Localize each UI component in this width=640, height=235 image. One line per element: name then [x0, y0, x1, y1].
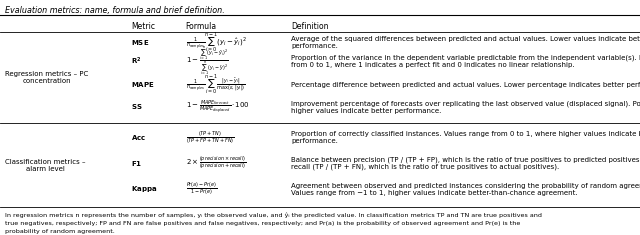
Text: $\frac{Pr(a)-Pr(e)}{1-Pr(e)}$: $\frac{Pr(a)-Pr(e)}{1-Pr(e)}$	[186, 181, 217, 197]
Text: Percentage difference between predicted and actual values. Lower percentage indi: Percentage difference between predicted …	[291, 82, 640, 88]
Text: $\frac{(TP+TN)}{(TP+FP+TN+FN)}$: $\frac{(TP+TN)}{(TP+FP+TN+FN)}$	[186, 129, 234, 145]
Text: $1-\frac{\sum_{i=1}^{n}(y_i-\hat{y}_i)^2}{\sum_{i=1}^{n}(y_i-\bar{y})^2}$: $1-\frac{\sum_{i=1}^{n}(y_i-\hat{y}_i)^2…	[186, 45, 228, 77]
Text: $\frac{1}{n_{samples}}\sum_{i=0}^{n-1}(y_i-\hat{y}_i)^2$: $\frac{1}{n_{samples}}\sum_{i=0}^{n-1}(y…	[186, 31, 246, 54]
Text: In regression metrics n represents the number of samples, yᵢ the observed value,: In regression metrics n represents the n…	[5, 213, 542, 218]
Text: probability of random agreement.: probability of random agreement.	[5, 229, 115, 234]
Text: Evaluation metrics: name, formula and brief definition.: Evaluation metrics: name, formula and br…	[5, 6, 225, 15]
Text: Balance between precision (TP / (TP + FP), which is the ratio of true positives : Balance between precision (TP / (TP + FP…	[291, 156, 640, 170]
Text: Metric: Metric	[131, 22, 155, 31]
Text: Proportion of the variance in the dependent variable predictable from the indepe: Proportion of the variance in the depend…	[291, 54, 640, 68]
Text: Classification metrics –
alarm level: Classification metrics – alarm level	[5, 159, 86, 172]
Text: $\frac{1}{n_{samples}}\sum_{i=0}^{n-1}\frac{|y_i-\hat{y}_i|}{\max(\varepsilon,|y: $\frac{1}{n_{samples}}\sum_{i=0}^{n-1}\f…	[186, 73, 245, 96]
Text: Definition: Definition	[291, 22, 329, 31]
Text: $\mathbf{F1}$: $\mathbf{F1}$	[131, 159, 143, 168]
Text: $\mathbf{MSE}$: $\mathbf{MSE}$	[131, 38, 149, 47]
Text: $1-\frac{MAPE_{forecast}}{MAPE_{displaced}}\cdot100$: $1-\frac{MAPE_{forecast}}{MAPE_{displace…	[186, 98, 250, 116]
Text: Agreement between observed and predicted instances considering the probability o: Agreement between observed and predicted…	[291, 183, 640, 196]
Text: $\mathbf{MAPE}$: $\mathbf{MAPE}$	[131, 80, 155, 89]
Text: $\mathbf{SS}$: $\mathbf{SS}$	[131, 102, 143, 111]
Text: Proportion of correctly classified instances. Values range from 0 to 1, where hi: Proportion of correctly classified insta…	[291, 131, 640, 144]
Text: $\mathbf{R^2}$: $\mathbf{R^2}$	[131, 55, 141, 67]
Text: true negatives, respectively; FP and FN are false positives and false negatives,: true negatives, respectively; FP and FN …	[5, 221, 520, 226]
Text: $2\times\frac{(precision\times recall)}{(precision+recall)}$: $2\times\frac{(precision\times recall)}{…	[186, 155, 246, 171]
Text: Regression metrics – PC
concentration: Regression metrics – PC concentration	[5, 71, 88, 84]
Text: Improvement percentage of forecasts over replicating the last observed value (di: Improvement percentage of forecasts over…	[291, 100, 640, 114]
Text: Formula: Formula	[186, 22, 217, 31]
Text: $\mathbf{Acc}$: $\mathbf{Acc}$	[131, 133, 147, 142]
Text: $\mathbf{Kappa}$: $\mathbf{Kappa}$	[131, 184, 157, 194]
Text: Average of the squared differences between predicted and actual values. Lower va: Average of the squared differences betwe…	[291, 36, 640, 49]
